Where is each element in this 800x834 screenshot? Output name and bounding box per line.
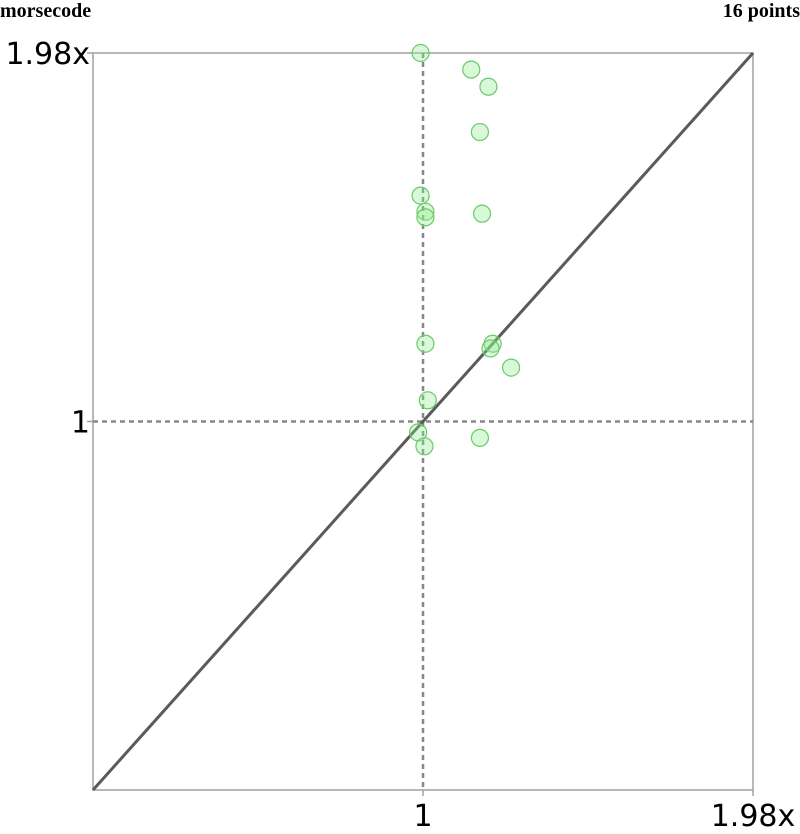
data-point [416, 334, 435, 353]
data-point [411, 186, 430, 205]
y-tick-label: 1 [71, 405, 90, 440]
data-point [418, 391, 437, 410]
data-point [411, 43, 430, 63]
chart-right-label: 16 points [722, 0, 800, 22]
data-point [470, 122, 490, 142]
data-point [470, 428, 490, 448]
data-point [472, 204, 492, 223]
data-point [415, 437, 434, 456]
data-point [479, 77, 498, 96]
x-tick-label: 1 [413, 799, 432, 834]
data-point [416, 202, 435, 221]
diagonal-reference-line [91, 51, 755, 792]
data-point [501, 358, 521, 377]
y-tick-label: 1.98x [5, 37, 90, 72]
data-point [481, 339, 500, 358]
chart-left-label: morsecode [0, 0, 92, 22]
data-point [416, 208, 435, 227]
data-point [462, 60, 481, 79]
x-tick-label: 1.98x [711, 799, 796, 834]
